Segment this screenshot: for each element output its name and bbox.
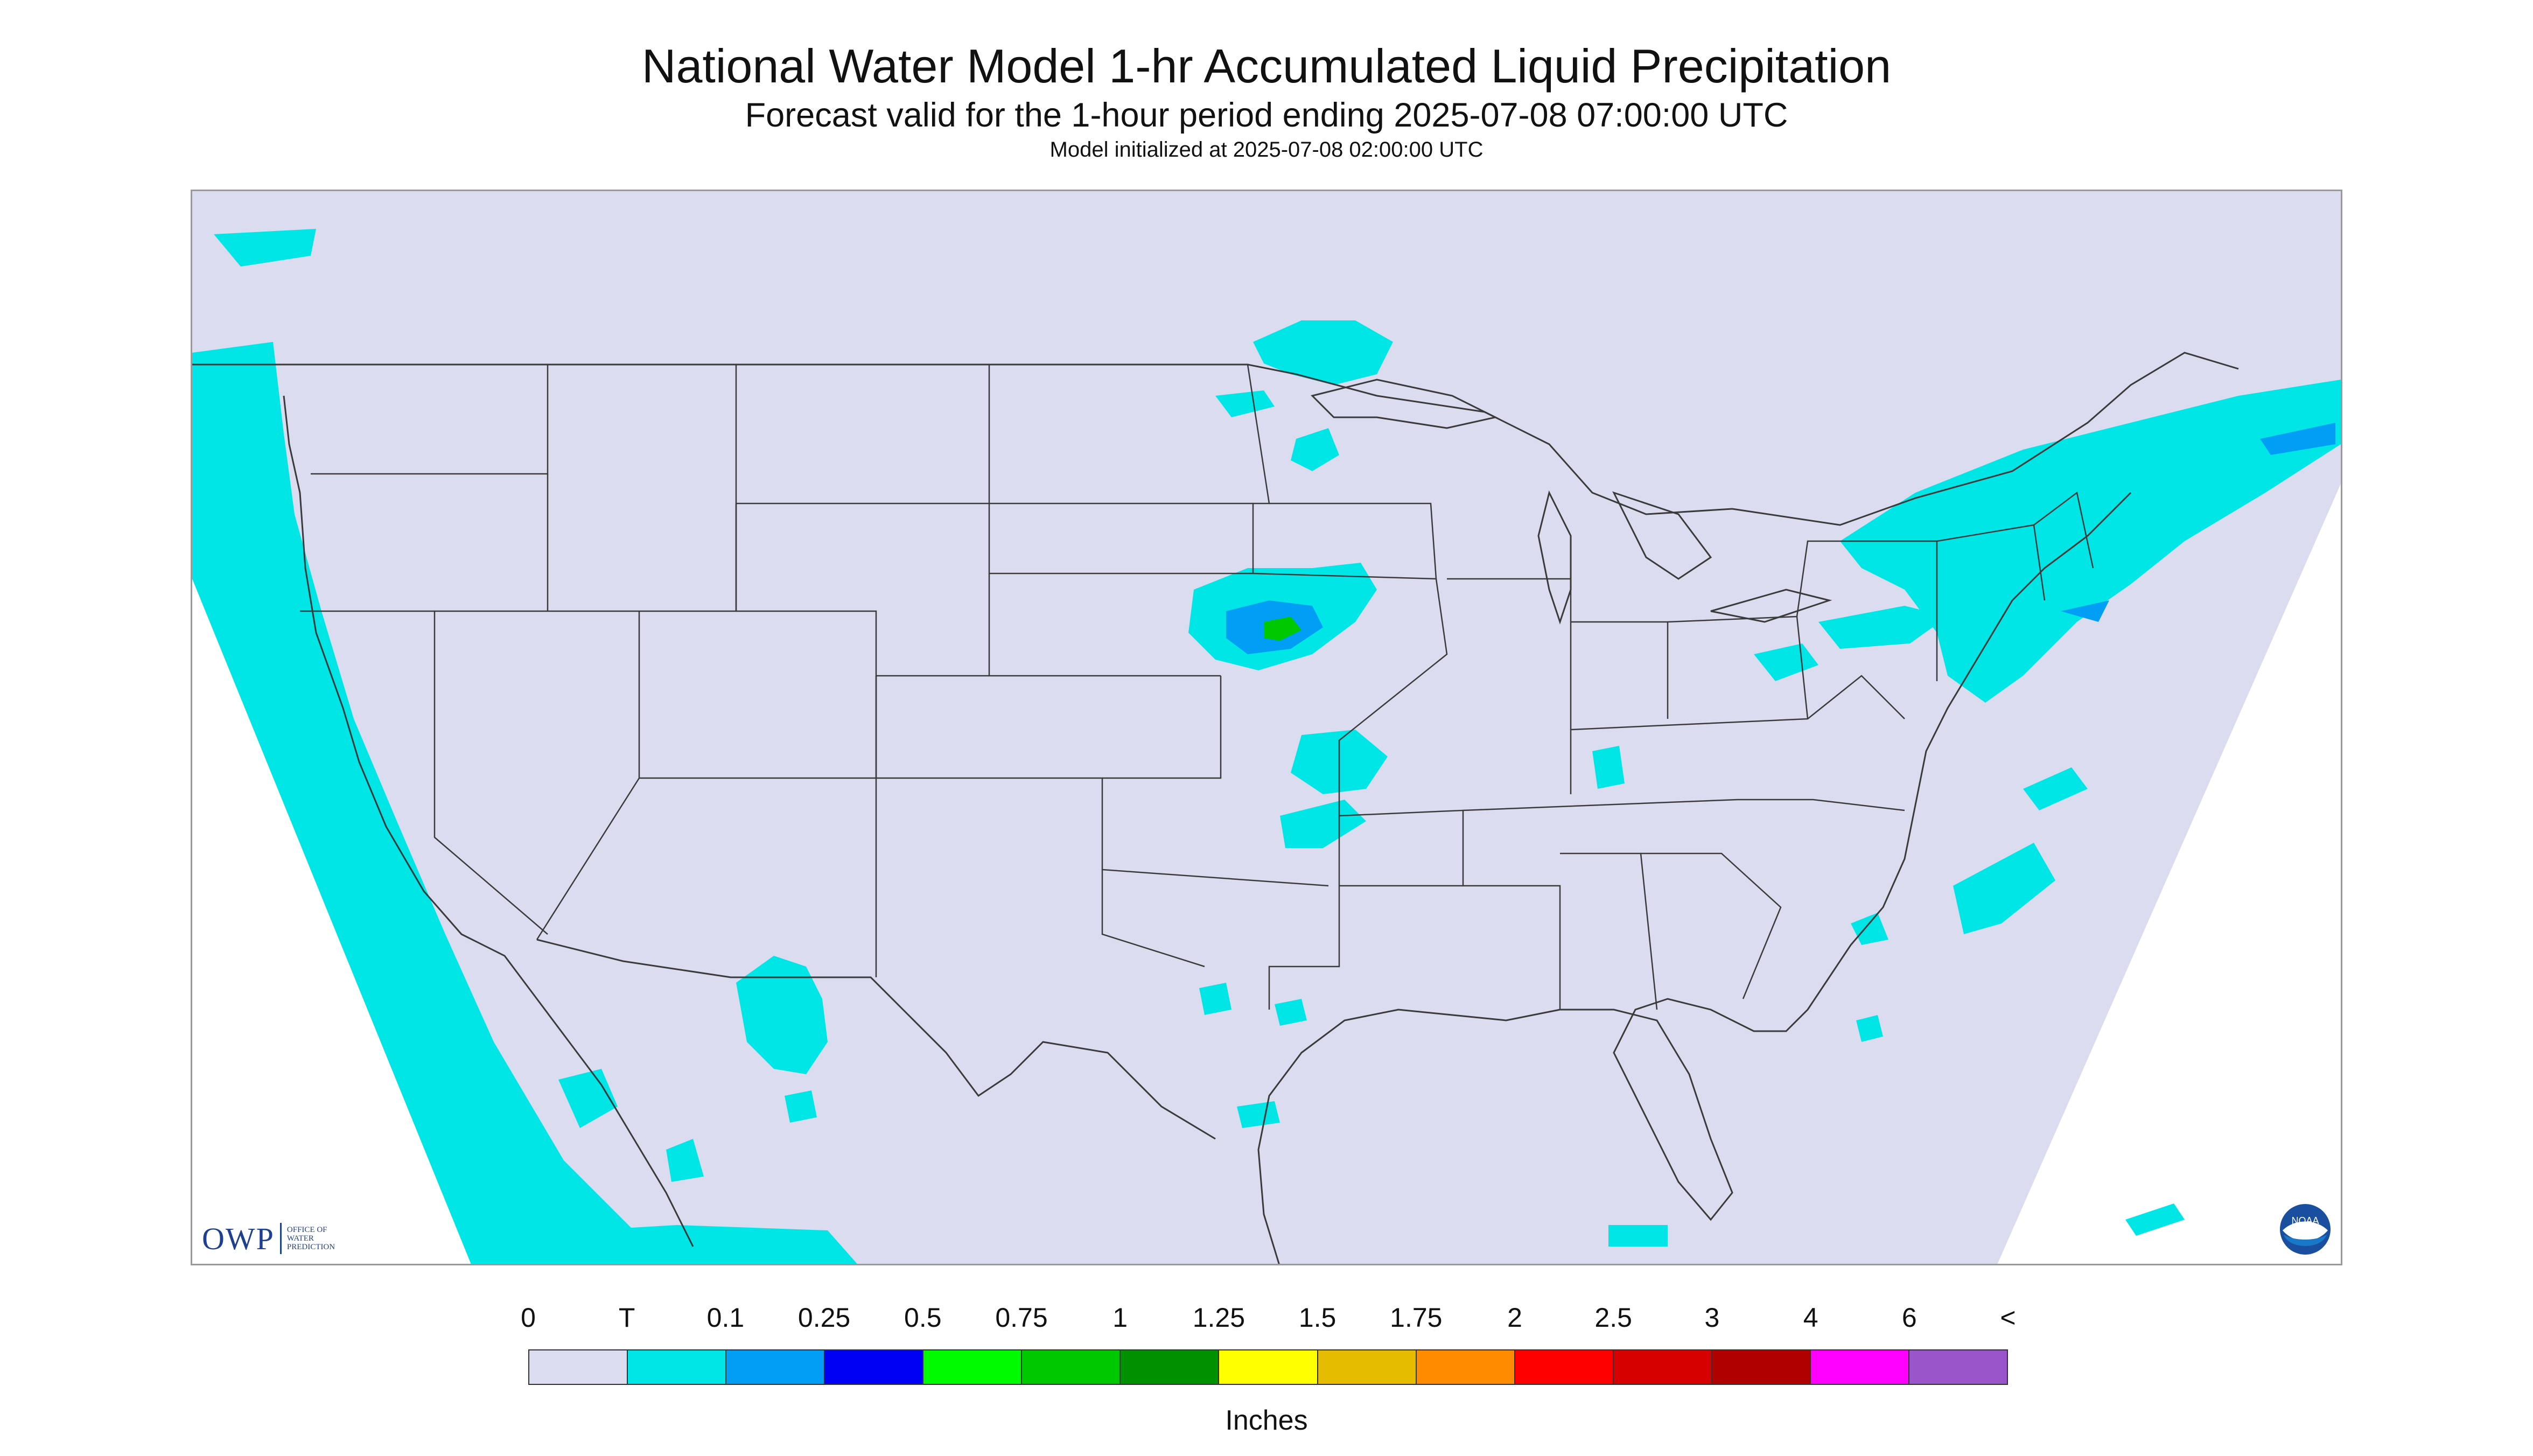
owp-logo-text: OWP xyxy=(202,1221,275,1256)
legend-swatch-4 xyxy=(923,1350,1023,1384)
legend-swatch-13 xyxy=(1810,1350,1909,1384)
precip-atlantic-3 xyxy=(1851,913,1888,945)
legend-swatch-8 xyxy=(1318,1350,1417,1384)
legend-tick-1: T xyxy=(618,1303,635,1333)
precip-iowa-peak xyxy=(1264,617,1302,641)
precip-lake-superior-2 xyxy=(1215,390,1275,417)
precip-lake-superior xyxy=(1253,320,1393,385)
legend-swatch-0 xyxy=(529,1350,628,1384)
precip-northeast-core xyxy=(2061,423,2335,622)
state-boundaries xyxy=(300,363,2094,1010)
legend-tick-5: 0.75 xyxy=(995,1303,1048,1333)
owp-sub-line-2: WATER xyxy=(286,1234,314,1243)
legend-swatch-7 xyxy=(1219,1350,1318,1384)
precip-pnw-patch xyxy=(214,229,316,267)
legend-tick-11: 2.5 xyxy=(1594,1303,1632,1333)
legend-swatch-3 xyxy=(825,1350,924,1384)
precip-pennsylvania xyxy=(1818,606,1948,649)
owp-logo: OWP OFFICE OF WATER PREDICTION xyxy=(202,1220,335,1257)
west-coastline xyxy=(283,395,694,1247)
precip-wisconsin xyxy=(1291,428,1339,471)
legend-swatch-1 xyxy=(628,1350,727,1384)
owp-logo-subtext: OFFICE OF WATER PREDICTION xyxy=(287,1226,335,1251)
legend-tick-9: 1.75 xyxy=(1390,1303,1443,1333)
precip-nc-coast xyxy=(1856,1015,1883,1042)
legend-tick-12: 3 xyxy=(1704,1303,1720,1333)
precip-oklahoma xyxy=(1280,800,1366,848)
legend-swatch-14 xyxy=(1909,1350,2007,1384)
precip-gulf-offshore xyxy=(1237,1101,1280,1128)
noaa-logo-text: NOAA xyxy=(2291,1215,2319,1226)
legend-tick-15: < xyxy=(2000,1303,2016,1333)
legend-tick-2: 0.1 xyxy=(706,1303,745,1333)
owp-sub-line-3: PREDICTION xyxy=(286,1243,335,1251)
lake-huron-erie xyxy=(1612,491,1832,623)
precip-caribbean xyxy=(1608,1203,2185,1247)
legend-tick-3: 0.25 xyxy=(797,1303,851,1333)
precip-southwest-small xyxy=(785,1090,817,1123)
east-coastline xyxy=(1257,492,2132,1264)
model-init-time: Model initialized at 2025-07-08 02:00:00… xyxy=(1049,138,1484,162)
legend-swatch-5 xyxy=(1022,1350,1121,1384)
legend-colorbar xyxy=(528,1349,2008,1385)
legend-swatch-9 xyxy=(1416,1350,1515,1384)
owp-logo-divider xyxy=(279,1223,282,1254)
map-canvas xyxy=(192,191,2341,1264)
legend-swatch-11 xyxy=(1613,1350,1712,1384)
model-domain xyxy=(192,191,2341,1264)
precip-baja-patches xyxy=(558,1069,704,1182)
lake-michigan xyxy=(1537,490,1572,625)
map-title: National Water Model 1-hr Accumulated Li… xyxy=(641,39,1892,93)
legend-swatch-6 xyxy=(1121,1350,1220,1384)
legend-tick-4: 0.5 xyxy=(904,1303,942,1333)
precip-pacific-band xyxy=(192,342,654,1264)
legend-tick-13: 4 xyxy=(1803,1303,1818,1333)
us-mexico-border xyxy=(536,939,1216,1140)
precip-northeast xyxy=(1840,380,2341,703)
legend-swatch-2 xyxy=(726,1350,825,1384)
precip-atlantic-1 xyxy=(2023,767,2088,810)
legend-tick-labels: 0 T 0.1 0.25 0.5 0.75 1 1.25 1.5 1.75 2 2.5 3 4 6 < xyxy=(0,1302,2533,1334)
legend-tick-10: 2 xyxy=(1507,1303,1522,1333)
legend-tick-14: 6 xyxy=(1901,1303,1917,1333)
precip-ohio xyxy=(1754,643,1818,681)
precip-southwest xyxy=(736,956,828,1074)
noaa-logo: NOAA xyxy=(2280,1204,2331,1255)
map-subtitle: Forecast valid for the 1-hour period end… xyxy=(745,96,1788,134)
legend-tick-7: 1.25 xyxy=(1192,1303,1245,1333)
us-canada-border xyxy=(192,352,2239,526)
legend-swatch-12 xyxy=(1712,1350,1811,1384)
legend-tick-6: 1 xyxy=(1112,1303,1128,1333)
legend-swatch-10 xyxy=(1515,1350,1614,1384)
owp-sub-line-1: OFFICE OF xyxy=(286,1226,327,1234)
legend-tick-0: 0 xyxy=(521,1303,536,1333)
lake-superior xyxy=(1311,379,1498,429)
legend-tick-8: 1.5 xyxy=(1298,1303,1337,1333)
legend-units: Inches xyxy=(1225,1405,1308,1436)
precip-gulf-texas xyxy=(1199,983,1307,1026)
precip-atlantic-2 xyxy=(1953,843,2055,934)
precipitation-map: OWP OFFICE OF WATER PREDICTION NOAA xyxy=(191,190,2342,1265)
precip-mexico-south xyxy=(494,1225,857,1264)
precip-kentucky xyxy=(1592,746,1625,789)
